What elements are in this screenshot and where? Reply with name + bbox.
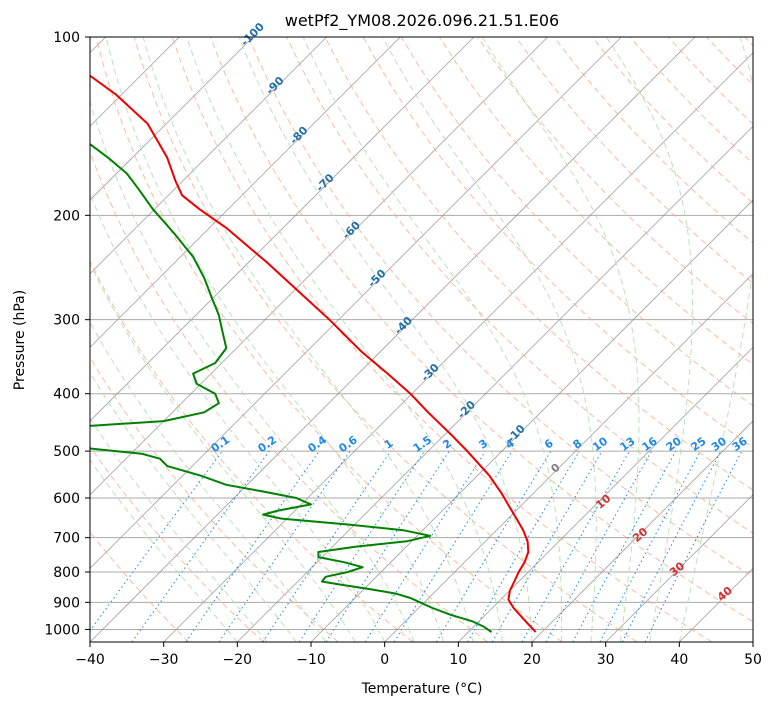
isotherm-line — [384, 273, 753, 642]
isotherm-line — [90, 37, 622, 569]
isotherm-line — [90, 37, 254, 201]
x-tick-label: −20 — [223, 652, 253, 668]
mixing-ratio-line — [364, 450, 486, 642]
moist-adiabat-line — [105, 37, 445, 642]
dry-adiabat-line — [90, 445, 264, 642]
mixing-ratio-line — [298, 450, 425, 642]
temperature-line — [90, 74, 537, 633]
dry-adiabat-line — [90, 259, 414, 642]
dry-adiabat-line — [286, 37, 753, 534]
moist-adiabat-line — [381, 37, 597, 642]
x-axis-ticks: −40 −30 −20 −10 0 10 20 30 40 50 — [75, 642, 762, 668]
x-tick-label: −30 — [149, 652, 179, 668]
dry-adiabat-line — [248, 37, 753, 578]
x-tick-label: −10 — [296, 652, 326, 668]
isotherm-line — [605, 494, 753, 642]
moist-adiabat-line — [90, 371, 297, 642]
profile-lines — [90, 74, 537, 633]
dry-adiabat-line — [324, 37, 753, 491]
isotherm-line — [90, 37, 475, 422]
dewpoint-line — [90, 142, 493, 633]
plot-frame — [89, 36, 754, 643]
moist-adiabat-line — [678, 37, 753, 642]
isotherm-line — [90, 37, 548, 496]
x-tick-label: 30 — [597, 652, 615, 668]
y-axis-ticks: 100 200 300 400 500 600 700 800 900 1000 — [44, 30, 90, 638]
moist-adiabat-line — [186, 37, 503, 642]
moist-adiabat-line — [90, 321, 327, 642]
y-tick-label: 500 — [53, 444, 80, 460]
isotherm-line — [237, 125, 753, 642]
dry-adiabat-line — [95, 37, 563, 642]
plot-background — [90, 37, 753, 642]
moist-adiabat-line — [142, 37, 474, 642]
x-axis-label: Temperature (°C) — [361, 681, 483, 697]
isotherm-line — [752, 641, 753, 642]
background-lines — [90, 37, 753, 642]
mixing-ratio-line — [435, 450, 552, 642]
isotherm-line — [90, 37, 327, 275]
y-tick-label: 600 — [53, 491, 80, 507]
moist-adiabat-line — [90, 417, 268, 642]
moist-adiabat-line — [238, 37, 533, 642]
isotherm-line — [163, 52, 753, 642]
x-tick-label: −40 — [75, 652, 105, 668]
x-tick-label: 50 — [744, 652, 762, 668]
dry-adiabat-line — [210, 37, 753, 623]
mixing-ratio-line — [599, 450, 701, 642]
moist-adiabat-line — [90, 99, 415, 642]
mixing-ratio-line — [218, 450, 351, 642]
y-tick-label: 400 — [53, 387, 80, 403]
y-tick-label: 200 — [53, 208, 80, 224]
isotherm-line — [458, 346, 753, 642]
x-tick-label: 10 — [449, 652, 467, 668]
x-tick-label: 40 — [670, 652, 688, 668]
mixing-ratio-line — [262, 450, 392, 642]
dry-adiabat-line — [515, 37, 753, 284]
y-tick-label: 800 — [53, 565, 80, 581]
y-tick-label: 300 — [53, 313, 80, 329]
isotherm-line — [90, 37, 696, 642]
mixing-ratio-line — [325, 450, 450, 642]
y-tick-label: 900 — [53, 595, 80, 611]
mixing-ratio-line — [572, 450, 677, 642]
moist-adiabat-line — [90, 192, 386, 642]
isotherm-line — [90, 37, 401, 348]
isotherm-line — [531, 420, 753, 642]
mixing-ratio-line — [393, 450, 513, 642]
moist-adiabat-line — [481, 37, 640, 642]
mixing-ratio-line — [467, 450, 580, 642]
y-tick-label: 100 — [53, 30, 80, 46]
moist-adiabat-line — [302, 37, 563, 642]
x-tick-label: 0 — [380, 652, 389, 668]
moist-adiabat-line — [90, 459, 238, 642]
mixing-ratio-line — [185, 450, 320, 642]
moist-adiabat-line — [606, 37, 693, 642]
x-tick-label: 20 — [523, 652, 541, 668]
dry-adiabat-line — [133, 37, 638, 642]
y-tick-label: 1000 — [44, 622, 80, 638]
y-axis-label: Pressure (hPa) — [12, 290, 28, 390]
chart-title: wetPf2_YM08.2026.096.21.51.E06 — [285, 11, 559, 31]
y-tick-label: 700 — [53, 531, 80, 547]
